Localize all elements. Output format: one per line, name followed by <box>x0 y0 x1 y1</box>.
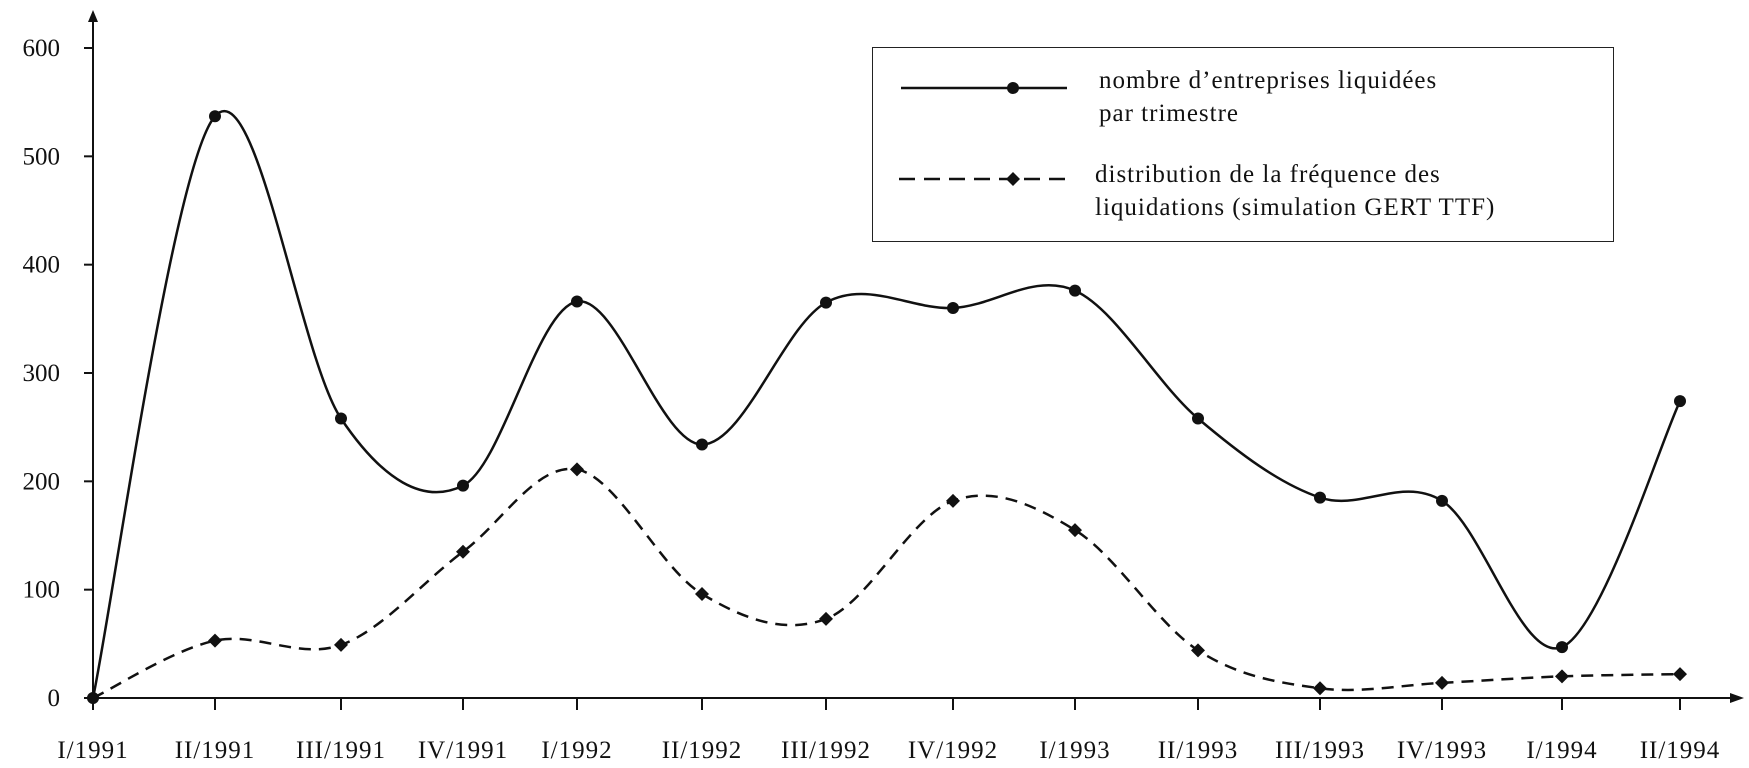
data-point-diamond <box>1673 667 1687 682</box>
data-point-diamond <box>1068 523 1082 538</box>
x-tick-label: II/1992 <box>662 737 743 764</box>
y-tick-label: 400 <box>23 252 61 279</box>
legend: nombre d’entreprises liquidées par trime… <box>872 47 1614 242</box>
data-point-circle <box>1556 641 1568 654</box>
data-point-diamond <box>1555 669 1569 684</box>
x-tick-label: III/1992 <box>781 737 871 764</box>
data-point-diamond <box>208 633 222 648</box>
y-tick-label: 200 <box>23 468 61 495</box>
data-point-circle <box>820 296 832 309</box>
x-tick-label: I/1992 <box>541 737 612 764</box>
data-point-circle <box>1436 494 1448 507</box>
x-tick-label: IV/1993 <box>1397 737 1487 764</box>
x-tick-label: II/1993 <box>1158 737 1239 764</box>
y-tick-label: 300 <box>23 360 61 387</box>
data-point-diamond <box>946 493 960 508</box>
data-point-diamond <box>1191 643 1205 658</box>
y-axis-arrow <box>88 10 98 22</box>
legend-label-series-2: distribution de la fréquence des liquida… <box>1095 161 1496 221</box>
data-point-circle <box>335 412 347 425</box>
y-tick-label: 500 <box>23 143 61 170</box>
x-tick-label: I/1991 <box>57 737 128 764</box>
x-tick-label: III/1991 <box>296 737 386 764</box>
data-point-circle <box>1314 491 1326 504</box>
y-tick-label: 0 <box>48 685 61 712</box>
x-tick-label: II/1994 <box>1640 737 1721 764</box>
data-point-circle <box>696 438 708 451</box>
x-tick-label: II/1991 <box>175 737 256 764</box>
data-point-diamond <box>334 637 348 652</box>
x-axis-arrow <box>1730 693 1744 703</box>
data-point-diamond <box>1313 681 1327 696</box>
x-tick-label: III/1993 <box>1275 737 1365 764</box>
data-point-diamond <box>86 691 100 705</box>
data-point-diamond <box>570 462 584 477</box>
tick-labels: 0 100 200 300 400 500 600 I/1991 II/1991 III/1991… <box>23 35 1721 764</box>
x-tick-label: IV/1992 <box>908 737 998 764</box>
series-layer <box>86 110 1687 705</box>
data-point-circle <box>1674 395 1686 408</box>
series-line-2 <box>92 467 1681 700</box>
data-point-diamond <box>695 587 709 601</box>
y-tick-label: 100 <box>23 577 61 604</box>
data-point-circle <box>1069 284 1081 297</box>
legend-swatch-solid-circle <box>901 82 1067 94</box>
y-tick-label: 600 <box>23 35 61 62</box>
legend-swatch-dashed-diamond <box>899 172 1065 186</box>
data-point-circle <box>947 302 959 314</box>
x-tick-label: I/1994 <box>1526 737 1597 764</box>
data-point-circle <box>571 295 583 308</box>
data-point-circle <box>457 479 469 492</box>
data-point-diamond <box>456 544 470 559</box>
data-point-circle <box>1192 412 1204 425</box>
data-point-diamond <box>819 611 833 626</box>
x-tick-label: I/1993 <box>1039 737 1110 764</box>
legend-label-series-1: nombre d’entreprises liquidées par trime… <box>1099 67 1438 127</box>
data-point-circle <box>209 110 221 123</box>
x-tick-label: IV/1991 <box>418 737 508 764</box>
data-point-diamond <box>1435 675 1449 690</box>
